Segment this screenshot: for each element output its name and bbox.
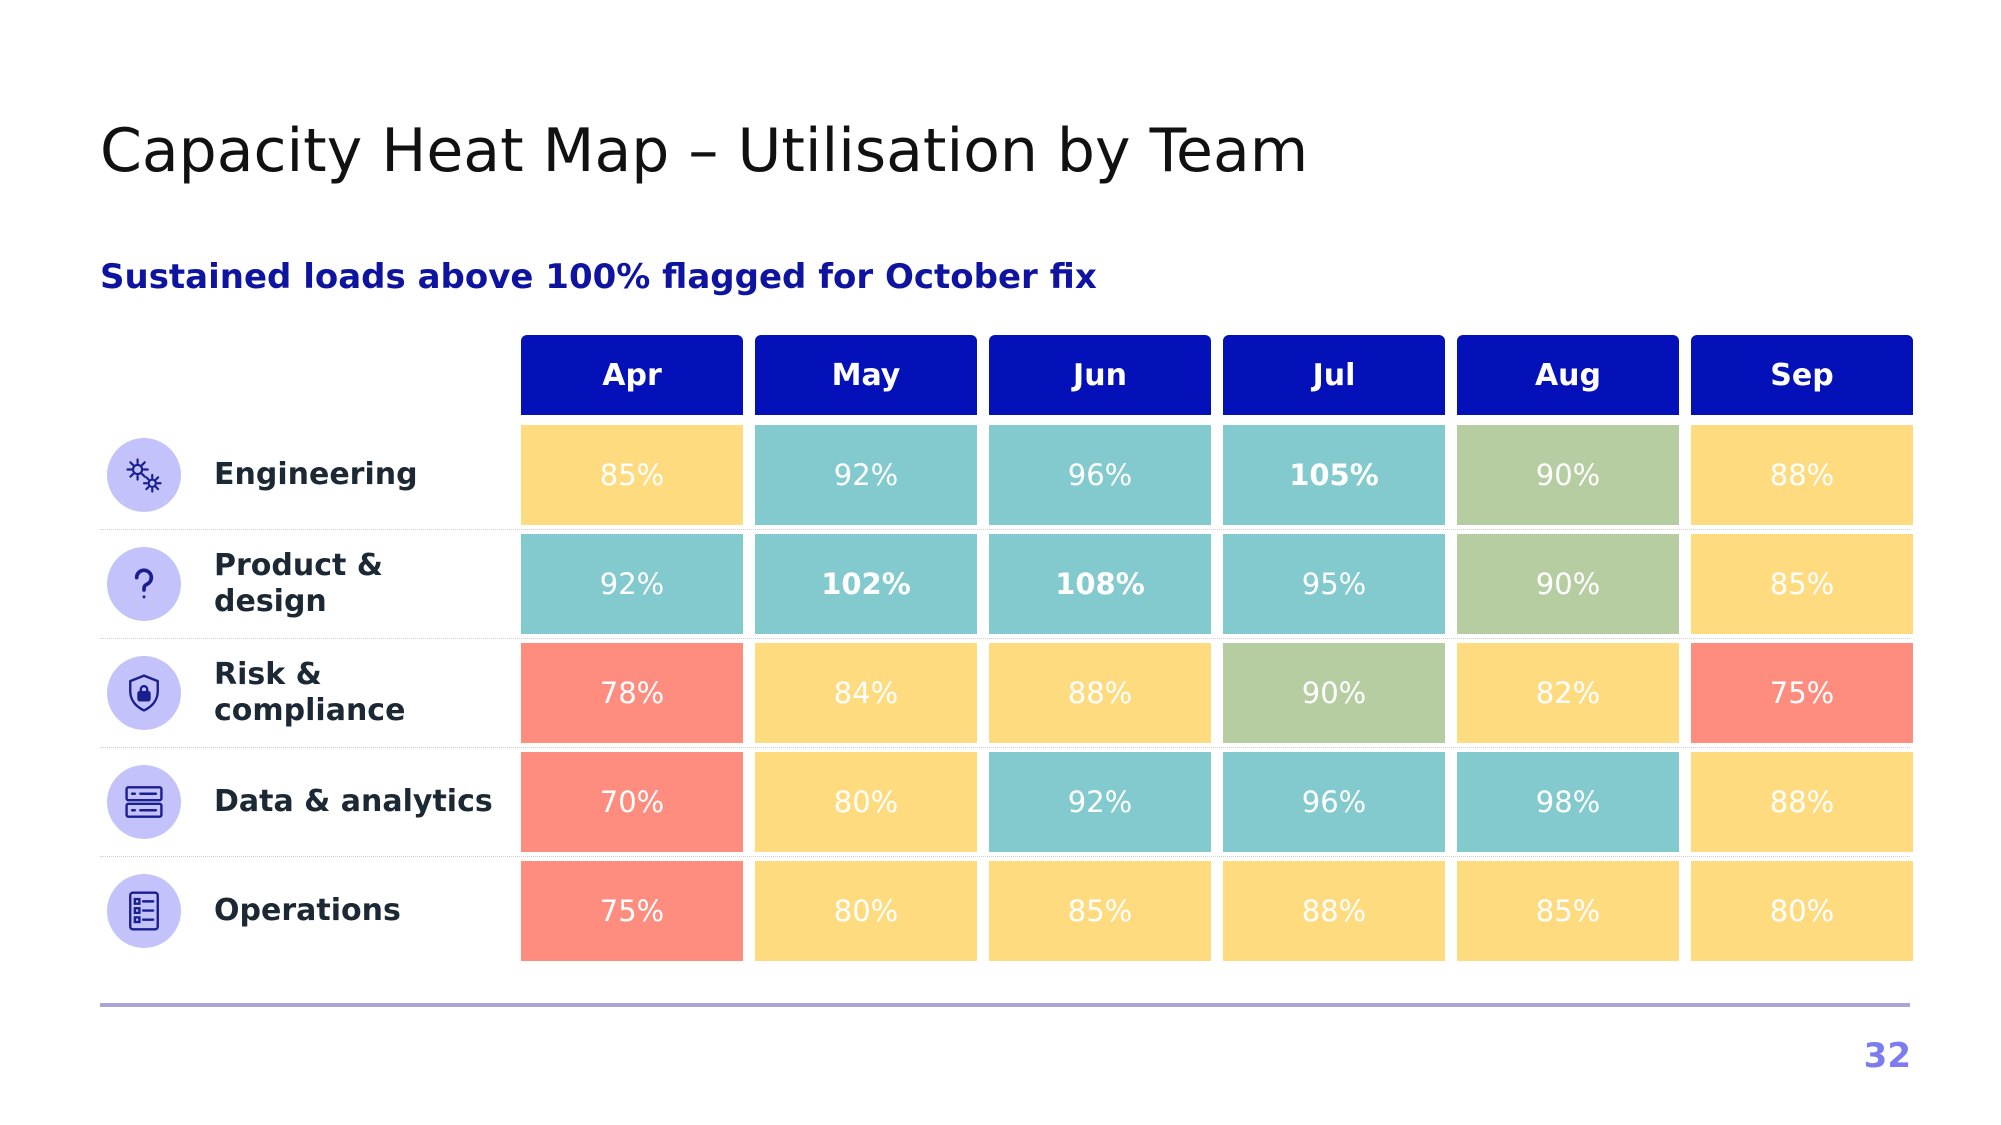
- column-header-sep: Sep: [1691, 335, 1913, 415]
- page-number: 32: [1863, 1036, 1911, 1076]
- heatmap-cell-data-analytics-apr: 70%: [521, 752, 743, 852]
- heatmap-cell-data-analytics-sep: 88%: [1691, 752, 1913, 852]
- heatmap-cell-operations-jul: 88%: [1223, 861, 1445, 961]
- heatmap-cell-risk-compliance-sep: 75%: [1691, 643, 1913, 743]
- heatmap-cell-risk-compliance-apr: 78%: [521, 643, 743, 743]
- heatmap-cell-operations-jun: 85%: [989, 861, 1211, 961]
- heatmap-cell-data-analytics-jul: 96%: [1223, 752, 1445, 852]
- heatmap-cell-data-analytics-aug: 98%: [1457, 752, 1679, 852]
- column-header-aug: Aug: [1457, 335, 1679, 415]
- column-header-jul: Jul: [1223, 335, 1445, 415]
- gears-icon: [107, 438, 181, 512]
- shield-lock-icon: [107, 656, 181, 730]
- heatmap-cell-product-design-aug: 90%: [1457, 534, 1679, 634]
- column-header-may: May: [755, 335, 977, 415]
- checklist-icon: [107, 874, 181, 948]
- row-label-risk-compliance: Risk & compliance: [100, 643, 500, 743]
- heatmap-cell-risk-compliance-jul: 90%: [1223, 643, 1445, 743]
- column-header-apr: Apr: [521, 335, 743, 415]
- heatmap-cell-risk-compliance-may: 84%: [755, 643, 977, 743]
- row-label-product-design: Product & design: [100, 534, 500, 634]
- heatmap-cell-risk-compliance-jun: 88%: [989, 643, 1211, 743]
- heatmap-cell-risk-compliance-aug: 82%: [1457, 643, 1679, 743]
- page-subtitle: Sustained loads above 100% flagged for O…: [100, 257, 1097, 297]
- heatmap-cell-engineering-sep: 88%: [1691, 425, 1913, 525]
- row-divider: [100, 638, 1910, 639]
- row-divider: [100, 747, 1910, 748]
- server-icon: [107, 765, 181, 839]
- page-title: Capacity Heat Map – Utilisation by Team: [100, 116, 1309, 186]
- heatmap-cell-data-analytics-jun: 92%: [989, 752, 1211, 852]
- heatmap-cell-product-design-sep: 85%: [1691, 534, 1913, 634]
- heatmap-cell-product-design-may: 102%: [755, 534, 977, 634]
- heatmap-cell-product-design-jul: 95%: [1223, 534, 1445, 634]
- heatmap-cell-engineering-jun: 96%: [989, 425, 1211, 525]
- row-label-operations: Operations: [100, 861, 500, 961]
- heatmap-cell-data-analytics-may: 80%: [755, 752, 977, 852]
- row-name: Engineering: [214, 457, 418, 492]
- column-header-jun: Jun: [989, 335, 1211, 415]
- heatmap-cell-operations-may: 80%: [755, 861, 977, 961]
- row-divider: [100, 856, 1910, 857]
- footer-divider: [100, 1003, 1910, 1007]
- row-divider: [100, 529, 1910, 530]
- heatmap-cell-engineering-aug: 90%: [1457, 425, 1679, 525]
- row-name: Data & analytics: [214, 784, 493, 819]
- row-label-engineering: Engineering: [100, 425, 500, 525]
- heatmap-cell-engineering-jul: 105%: [1223, 425, 1445, 525]
- heatmap-cell-operations-apr: 75%: [521, 861, 743, 961]
- row-name: Risk & compliance: [214, 657, 406, 728]
- question-icon: [107, 547, 181, 621]
- heatmap-cell-product-design-jun: 108%: [989, 534, 1211, 634]
- heatmap-cell-operations-sep: 80%: [1691, 861, 1913, 961]
- heatmap-cell-product-design-apr: 92%: [521, 534, 743, 634]
- row-label-data-analytics: Data & analytics: [100, 752, 500, 852]
- heatmap-cell-operations-aug: 85%: [1457, 861, 1679, 961]
- heatmap-cell-engineering-may: 92%: [755, 425, 977, 525]
- row-name: Operations: [214, 893, 401, 928]
- heatmap-cell-engineering-apr: 85%: [521, 425, 743, 525]
- row-name: Product & design: [214, 548, 383, 619]
